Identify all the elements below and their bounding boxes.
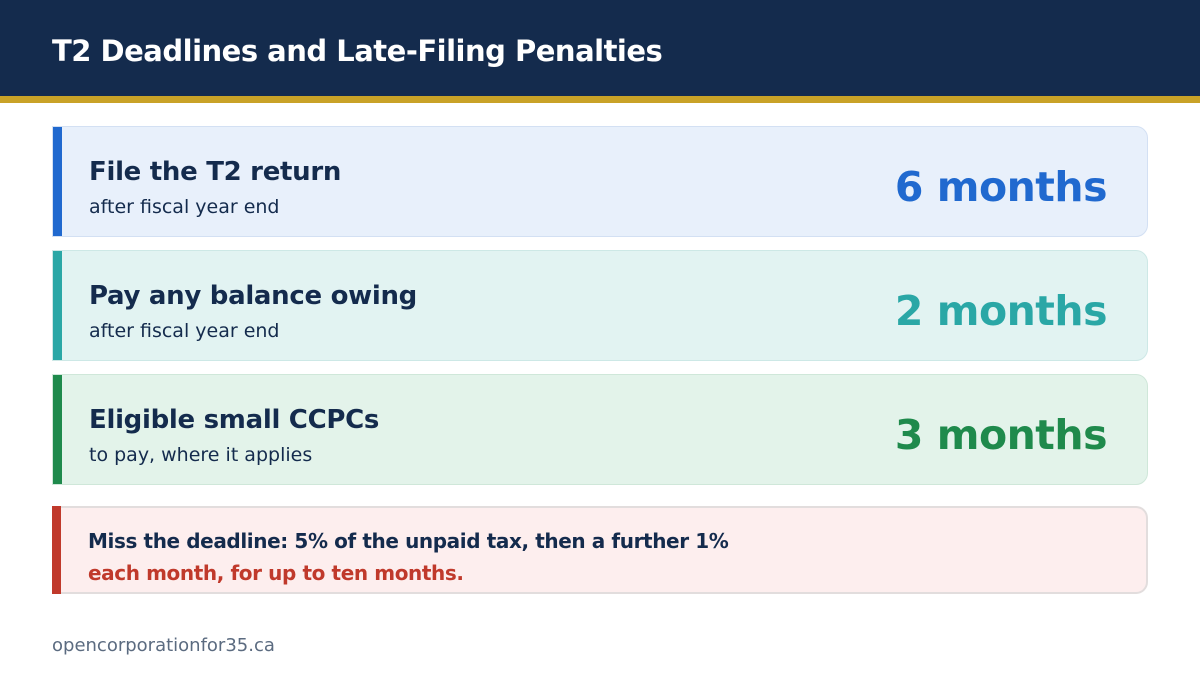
- deadline-subtext: to pay, where it applies: [89, 444, 313, 466]
- deadline-subtext: after fiscal year end: [89, 196, 280, 218]
- deadline-label: File the T2 return: [89, 157, 342, 187]
- penalty-text-line2: each month, for up to ten months.: [88, 561, 464, 585]
- card-accent-bar: [53, 251, 62, 360]
- deadline-card-eligible-ccpcs: Eligible small CCPCs to pay, where it ap…: [52, 374, 1148, 485]
- deadline-card-file-return: File the T2 return after fiscal year end…: [52, 126, 1148, 237]
- header-accent-stripe: [0, 96, 1200, 103]
- deadline-value: 6 months: [894, 163, 1108, 211]
- card-accent-bar: [53, 127, 62, 236]
- card-accent-bar: [53, 375, 62, 484]
- deadline-label: Pay any balance owing: [89, 281, 417, 311]
- deadline-label: Eligible small CCPCs: [89, 405, 380, 435]
- header-banner: T2 Deadlines and Late-Filing Penalties: [0, 0, 1200, 96]
- deadline-card-pay-balance: Pay any balance owing after fiscal year …: [52, 250, 1148, 361]
- footer-site-url: opencorporationfor35.ca: [52, 635, 275, 656]
- deadline-subtext: after fiscal year end: [89, 320, 280, 342]
- penalty-text-line1: Miss the deadline: 5% of the unpaid tax,…: [88, 529, 729, 553]
- page-title: T2 Deadlines and Late-Filing Penalties: [52, 34, 663, 68]
- deadline-value: 3 months: [894, 411, 1108, 459]
- penalty-accent-bar: [52, 506, 61, 594]
- deadline-value: 2 months: [894, 287, 1108, 335]
- penalty-callout: Miss the deadline: 5% of the unpaid tax,…: [52, 506, 1148, 594]
